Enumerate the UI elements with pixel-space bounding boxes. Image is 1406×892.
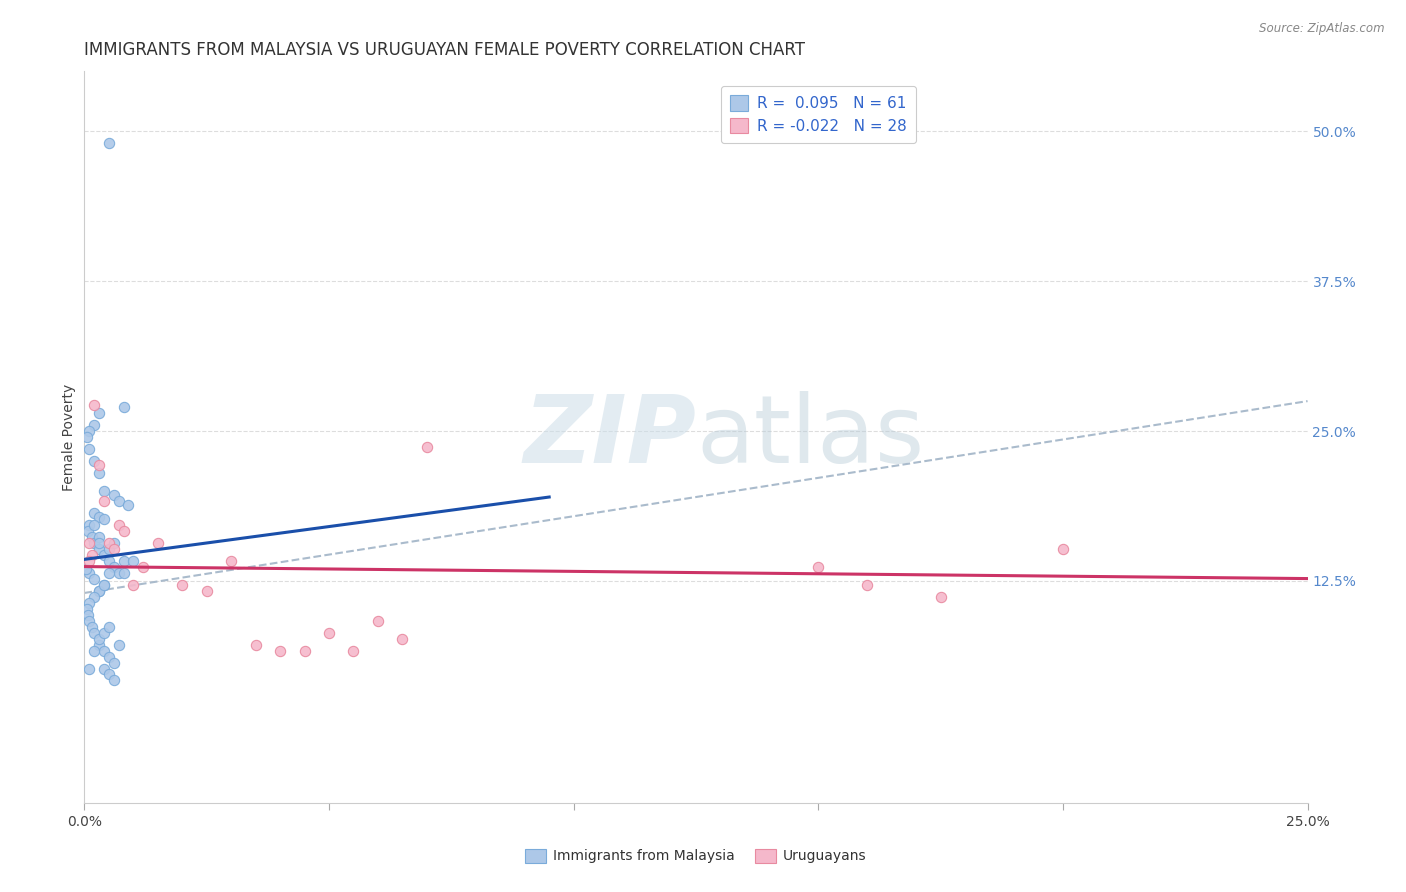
Point [97, 541, 120, 556]
Point [93, 548, 115, 562]
Point [93, 493, 115, 508]
Point [112, 553, 135, 567]
Point [77, 596, 100, 610]
Point [87, 541, 110, 556]
Point [83, 506, 105, 520]
Point [83, 625, 105, 640]
Point [367, 614, 389, 628]
Y-axis label: Female Poverty: Female Poverty [62, 384, 76, 491]
Legend: Immigrants from Malaysia, Uruguayans: Immigrants from Malaysia, Uruguayans [520, 843, 872, 869]
Point [77, 535, 100, 549]
Point [103, 488, 125, 502]
Point [77, 424, 100, 438]
Point [294, 643, 316, 657]
Point [87, 638, 110, 652]
Point [97, 667, 120, 681]
Point [76, 601, 98, 615]
Point [77, 607, 100, 622]
Point [83, 572, 105, 586]
Point [416, 440, 439, 454]
Point [245, 638, 267, 652]
Point [122, 553, 145, 567]
Point [76, 430, 98, 444]
Point [87, 583, 110, 598]
Point [77, 661, 100, 675]
Point [83, 643, 105, 657]
Point [117, 499, 139, 513]
Point [219, 553, 242, 567]
Point [93, 577, 115, 591]
Point [87, 632, 110, 646]
Point [77, 553, 100, 567]
Point [103, 535, 125, 549]
Point [77, 517, 100, 532]
Point [87, 406, 110, 420]
Point [93, 643, 115, 657]
Point [103, 541, 125, 556]
Point [107, 566, 129, 580]
Point [93, 483, 115, 498]
Point [103, 673, 125, 688]
Point [97, 649, 120, 664]
Point [112, 566, 135, 580]
Point [97, 553, 120, 567]
Point [97, 136, 120, 151]
Point [107, 517, 129, 532]
Text: Source: ZipAtlas.com: Source: ZipAtlas.com [1260, 22, 1385, 36]
Point [83, 535, 105, 549]
Text: ZIP: ZIP [523, 391, 696, 483]
Point [269, 643, 291, 657]
Point [172, 577, 194, 591]
Point [807, 559, 830, 574]
Point [83, 590, 105, 604]
Point [83, 454, 105, 468]
Point [80, 548, 103, 562]
Point [107, 638, 129, 652]
Point [122, 577, 145, 591]
Point [87, 583, 110, 598]
Text: atlas: atlas [696, 391, 924, 483]
Point [77, 614, 100, 628]
Point [83, 398, 105, 412]
Point [77, 442, 100, 456]
Point [318, 625, 340, 640]
Point [146, 535, 169, 549]
Point [342, 643, 364, 657]
Point [391, 632, 413, 646]
Point [80, 530, 103, 544]
Point [75, 562, 97, 576]
Point [83, 517, 105, 532]
Point [87, 510, 110, 524]
Point [97, 535, 120, 549]
Point [83, 418, 105, 433]
Point [97, 566, 120, 580]
Point [929, 590, 952, 604]
Point [93, 661, 115, 675]
Point [93, 577, 115, 591]
Point [107, 493, 129, 508]
Point [856, 577, 879, 591]
Point [87, 530, 110, 544]
Point [112, 400, 135, 414]
Point [93, 511, 115, 525]
Point [80, 619, 103, 633]
Point [93, 625, 115, 640]
Point [87, 535, 110, 549]
Point [112, 524, 135, 538]
Point [77, 524, 100, 538]
Point [77, 566, 100, 580]
Point [87, 466, 110, 480]
Point [195, 583, 218, 598]
Text: IMMIGRANTS FROM MALAYSIA VS URUGUAYAN FEMALE POVERTY CORRELATION CHART: IMMIGRANTS FROM MALAYSIA VS URUGUAYAN FE… [84, 41, 806, 59]
Point [103, 559, 125, 574]
Point [1052, 541, 1074, 556]
Point [132, 559, 155, 574]
Point [103, 656, 125, 670]
Point [97, 619, 120, 633]
Point [87, 458, 110, 472]
